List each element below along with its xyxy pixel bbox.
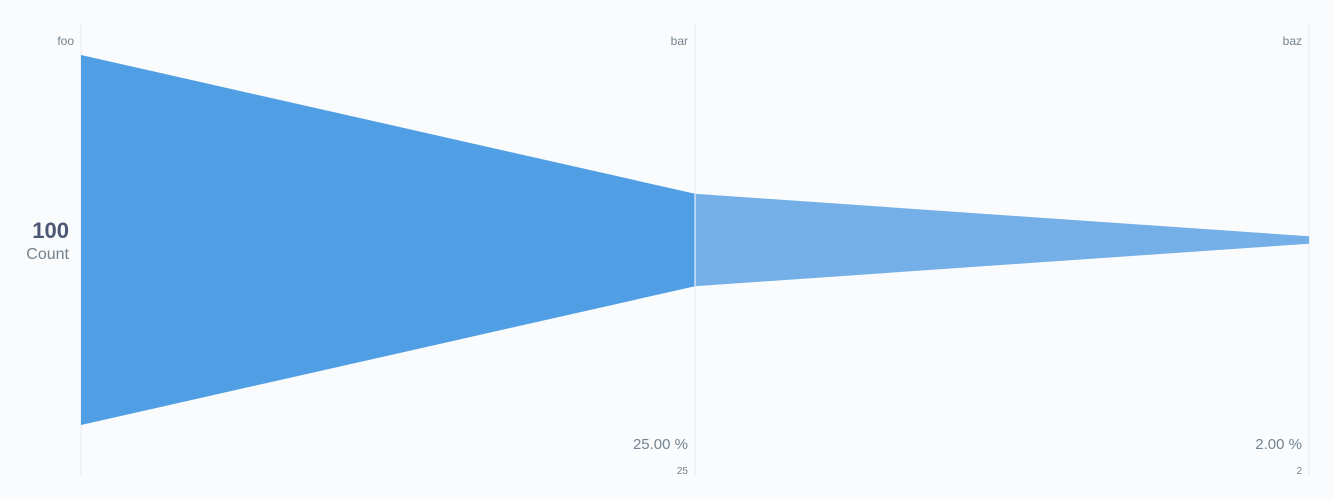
- step-name-label: bar: [671, 34, 688, 48]
- funnel-segment[interactable]: [695, 193, 1309, 287]
- step-count-label: 2: [1296, 466, 1302, 477]
- step-percent-label: 2.00 %: [1255, 436, 1302, 453]
- funnel-labels: foo bar 25.00 % 25 baz 2.00 % 2: [57, 34, 1302, 477]
- funnel-segment[interactable]: [81, 55, 695, 425]
- step-name-label: foo: [57, 34, 74, 48]
- metric-name: Count: [26, 246, 69, 263]
- funnel-segments: [81, 55, 1309, 425]
- step-name-label: baz: [1283, 34, 1302, 48]
- step-percent-label: 25.00 %: [633, 436, 688, 453]
- metric-value: 100: [32, 218, 69, 243]
- step-count-label: 25: [677, 466, 689, 477]
